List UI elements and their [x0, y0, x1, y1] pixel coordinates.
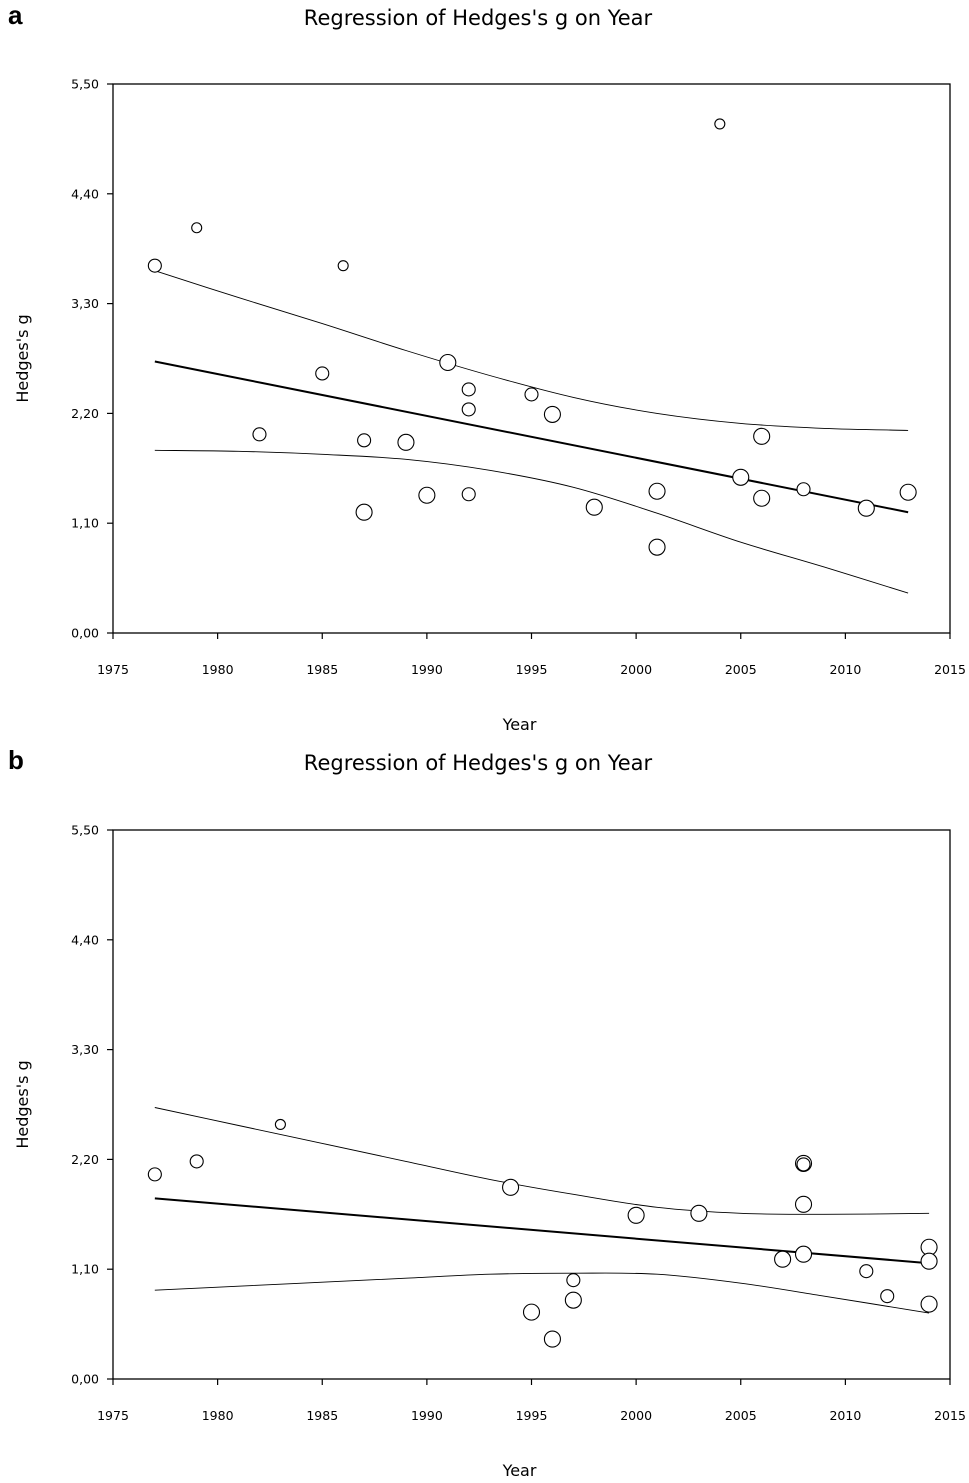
scatter-plot-b: 0,00 1,10 2,20 3,30 4,40 5,50 1975 1980 1985 1990…: [13, 823, 966, 1481]
chart-title: Regression of Hedges's g on Year: [303, 751, 653, 775]
confidence-upper-line: [154, 1107, 930, 1215]
data-point: [794, 1245, 813, 1263]
y-tick-label: 0,00: [71, 626, 99, 641]
data-point: [191, 222, 203, 234]
data-point: [920, 1295, 938, 1313]
y-tick-label: 1,10: [71, 1262, 99, 1277]
x-tick-label: 1980: [202, 662, 234, 677]
data-point: [543, 405, 561, 423]
y-tick-label: 4,40: [71, 932, 99, 947]
data-point: [461, 402, 476, 417]
x-tick-label: 2010: [829, 1408, 861, 1423]
x-tick-label: 1995: [516, 1408, 548, 1423]
confidence-lower-line: [154, 449, 909, 594]
data-point: [315, 366, 330, 381]
panel-label: b: [8, 745, 24, 775]
data-point: [880, 1289, 895, 1304]
data-point: [147, 1167, 162, 1182]
x-tick-label: 2000: [620, 662, 652, 677]
y-tick-label: 5,50: [71, 77, 99, 92]
y-tick-label: 2,20: [71, 1152, 99, 1167]
data-point: [794, 1195, 813, 1213]
panel-label: a: [8, 0, 23, 30]
data-point: [502, 1178, 520, 1196]
data-point: [524, 387, 539, 402]
x-tick-label: 2015: [934, 1408, 966, 1423]
data-point: [796, 1157, 811, 1172]
regression-line: [154, 1197, 930, 1265]
data-point: [714, 118, 726, 130]
data-point: [522, 1303, 541, 1321]
chart-panel-b: b Regression of Hedges's g on Year 0,00 1…: [0, 745, 969, 1483]
confidence-lower-line: [154, 1272, 930, 1314]
data-point: [796, 482, 811, 497]
data-point: [627, 1206, 645, 1224]
data-point: [564, 1291, 582, 1309]
data-point: [859, 1264, 874, 1279]
x-tick-label: 1985: [306, 662, 338, 677]
data-point: [732, 468, 750, 486]
confidence-upper-line: [154, 270, 909, 431]
data-point: [189, 1154, 204, 1169]
x-axis-label: Year: [502, 715, 537, 734]
y-axis-label: Hedges's g: [13, 1060, 32, 1148]
data-point: [899, 483, 917, 501]
regression-line: [154, 360, 909, 514]
y-tick-label: 5,50: [71, 823, 99, 838]
x-tick-label: 2015: [934, 662, 966, 677]
data-point: [753, 489, 771, 507]
chart-panel-a: a Regression of Hedges's g on Year 0,00 1…: [8, 0, 966, 735]
data-point: [920, 1252, 938, 1270]
scatter-plot-a: 0,00 1,10 2,20 3,30 4,40 5,50 1975 1980 1985 1990…: [13, 77, 966, 735]
data-point: [337, 260, 349, 272]
x-tick-label: 1995: [516, 662, 548, 677]
x-tick-label: 1975: [97, 662, 129, 677]
chart-title: Regression of Hedges's g on Year: [303, 6, 653, 30]
y-tick-label: 0,00: [71, 1372, 99, 1387]
data-point: [418, 486, 436, 504]
y-tick-label: 1,10: [71, 516, 99, 531]
y-axis-label: Hedges's g: [13, 314, 32, 402]
x-tick-label: 1975: [97, 1408, 129, 1423]
data-point: [397, 433, 415, 451]
data-point: [461, 487, 476, 502]
x-tick-label: 1990: [411, 1408, 443, 1423]
data-point: [753, 427, 771, 445]
data-point: [439, 353, 457, 372]
x-tick-label: 1985: [306, 1408, 338, 1423]
y-tick-label: 3,30: [71, 296, 99, 311]
x-tick-label: 2005: [725, 1408, 757, 1423]
data-point: [648, 482, 666, 500]
data-point: [857, 499, 875, 517]
x-tick-label: 2005: [725, 662, 757, 677]
data-point: [355, 503, 373, 521]
x-tick-label: 1980: [202, 1408, 234, 1423]
y-tick-label: 4,40: [71, 186, 99, 201]
data-point: [566, 1273, 581, 1288]
plot-frame: [112, 83, 951, 634]
x-tick-label: 2010: [829, 662, 861, 677]
data-point: [252, 427, 267, 442]
x-axis-label: Year: [502, 1461, 537, 1480]
x-tick-label: 2000: [620, 1408, 652, 1423]
data-point: [690, 1204, 708, 1222]
data-point: [147, 258, 162, 273]
y-tick-label: 2,20: [71, 406, 99, 421]
data-point: [461, 382, 476, 397]
data-point: [274, 1118, 286, 1131]
data-point: [357, 433, 372, 448]
data-point: [774, 1250, 792, 1268]
data-point: [543, 1330, 561, 1348]
y-tick-label: 3,30: [71, 1042, 99, 1057]
data-point: [585, 498, 603, 516]
data-point: [648, 538, 666, 556]
x-tick-label: 1990: [411, 662, 443, 677]
